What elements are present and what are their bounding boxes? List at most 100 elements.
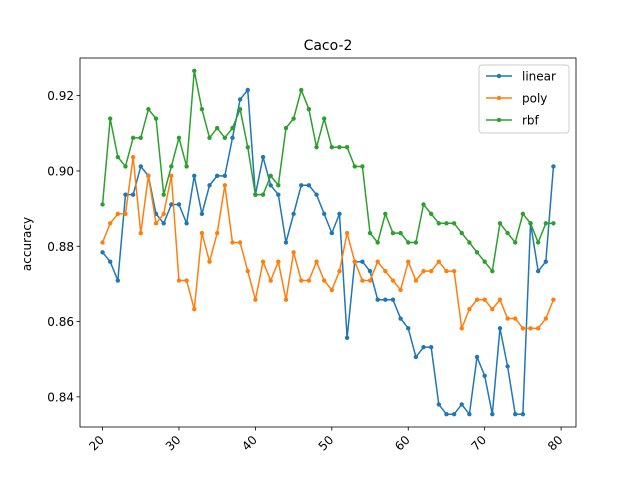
data-point-linear <box>398 316 403 321</box>
data-point-poly <box>146 173 151 179</box>
data-point-rbf <box>276 183 281 188</box>
data-point-rbf <box>199 107 205 112</box>
data-point-rbf <box>398 230 403 236</box>
data-point-rbf <box>283 125 289 131</box>
data-point-linear <box>207 183 212 188</box>
data-point-poly <box>398 287 403 293</box>
data-point-rbf <box>520 211 526 217</box>
data-point-linear <box>428 344 434 350</box>
data-point-linear <box>222 173 228 179</box>
data-point-rbf <box>291 116 296 121</box>
legend-label-rbf: rbf <box>522 114 540 128</box>
data-point-rbf <box>161 192 166 197</box>
data-point-poly <box>291 250 296 255</box>
data-point-rbf <box>436 221 442 226</box>
data-point-rbf <box>253 192 258 197</box>
legend-label-linear: linear <box>522 70 556 84</box>
data-point-poly <box>444 268 449 274</box>
data-point-poly <box>375 259 380 264</box>
data-point-rbf <box>130 135 136 141</box>
data-point-rbf <box>260 192 266 197</box>
data-point-linear <box>260 154 266 160</box>
data-point-linear <box>520 412 526 417</box>
data-point-poly <box>482 297 487 302</box>
y-tick-label: 0.88 <box>47 240 74 254</box>
data-point-rbf <box>535 240 541 245</box>
y-tick-label: 0.92 <box>47 89 74 103</box>
data-point-poly <box>253 297 258 302</box>
series-layer <box>100 68 556 417</box>
data-point-linear <box>291 211 296 217</box>
data-point-linear <box>176 202 182 207</box>
series-poly <box>100 154 556 331</box>
data-point-poly <box>123 211 128 217</box>
data-point-linear <box>283 240 289 245</box>
data-point-linear <box>130 192 136 197</box>
data-point-rbf <box>107 116 113 121</box>
data-point-linear <box>459 402 464 407</box>
data-point-poly <box>214 230 220 236</box>
data-point-linear <box>505 364 510 369</box>
data-point-rbf <box>176 135 182 141</box>
data-point-poly <box>107 221 113 226</box>
data-point-linear <box>543 259 549 264</box>
data-point-rbf <box>383 211 388 217</box>
data-point-linear <box>367 268 373 274</box>
data-point-poly <box>513 316 518 321</box>
data-point-poly <box>169 173 174 179</box>
data-point-linear <box>321 211 327 217</box>
data-point-rbf <box>528 221 533 226</box>
data-point-poly <box>352 259 357 264</box>
data-point-linear <box>268 183 273 188</box>
data-point-poly <box>459 326 464 331</box>
data-point-rbf <box>490 268 495 274</box>
data-point-rbf <box>237 107 243 112</box>
data-point-rbf <box>451 221 457 226</box>
data-point-rbf <box>100 202 105 207</box>
data-point-rbf <box>543 221 549 226</box>
data-point-poly <box>299 278 304 283</box>
data-point-poly <box>390 278 396 283</box>
data-point-rbf <box>222 135 228 141</box>
data-point-linear <box>245 87 250 93</box>
data-point-rbf <box>169 164 174 169</box>
data-point-rbf <box>314 145 319 150</box>
data-point-poly <box>237 240 243 245</box>
data-point-poly <box>130 154 136 160</box>
data-point-linear <box>444 412 449 417</box>
data-point-linear <box>467 412 472 417</box>
y-tick-label: 0.84 <box>47 390 74 404</box>
data-point-poly <box>497 297 503 302</box>
data-point-poly <box>161 211 166 217</box>
data-point-rbf <box>207 135 212 141</box>
data-point-linear <box>375 297 380 302</box>
data-point-poly <box>260 259 266 264</box>
data-point-linear <box>306 183 312 188</box>
data-point-rbf <box>299 87 304 93</box>
y-tick-label: 0.90 <box>47 164 74 178</box>
legend-marker-poly <box>496 95 502 101</box>
data-point-rbf <box>482 259 487 264</box>
data-point-rbf <box>146 107 151 112</box>
data-point-rbf <box>459 230 464 236</box>
data-point-rbf <box>184 164 189 169</box>
data-point-linear <box>314 192 319 197</box>
data-point-poly <box>176 278 182 283</box>
data-point-poly <box>184 278 189 283</box>
data-point-poly <box>115 211 121 217</box>
data-point-poly <box>337 268 342 274</box>
data-point-rbf <box>123 164 128 169</box>
chart-title: Caco-2 <box>304 38 353 54</box>
data-point-linear <box>161 221 166 226</box>
legend-box <box>478 64 570 134</box>
data-point-linear <box>329 230 335 236</box>
data-point-poly <box>276 259 281 264</box>
data-point-linear <box>436 402 442 407</box>
data-point-linear <box>513 412 518 417</box>
data-point-poly <box>551 297 556 302</box>
data-point-poly <box>428 268 434 274</box>
data-point-rbf <box>344 145 350 150</box>
data-point-rbf <box>337 145 342 150</box>
data-point-linear <box>413 354 419 360</box>
data-point-rbf <box>467 240 472 245</box>
